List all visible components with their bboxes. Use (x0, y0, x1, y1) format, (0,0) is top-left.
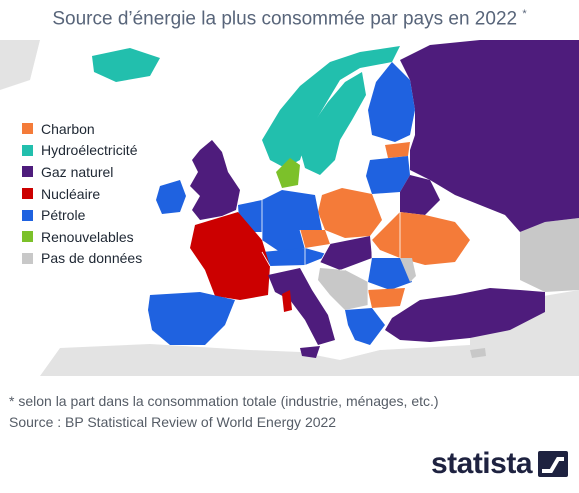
footnote: * selon la part dans la consommation tot… (9, 393, 439, 409)
country-borders (261, 200, 401, 305)
legend-swatch (22, 188, 33, 200)
legend-label: Gaz naturel (41, 163, 114, 180)
region-belarus (400, 175, 440, 215)
region-estonia (385, 142, 410, 158)
statista-logo[interactable]: statista (431, 447, 568, 481)
legend-label: Pas de données (41, 250, 143, 267)
region-uk (190, 140, 240, 220)
region-iceland (92, 48, 160, 82)
region-hungary (320, 236, 372, 270)
region-poland (318, 188, 382, 238)
legend-item-charbon: Charbon (22, 118, 142, 140)
legend-label: Pétrole (41, 207, 86, 224)
legend-item-renouvelables: Renouvelables (22, 226, 142, 248)
region-corsica (282, 290, 292, 312)
region-russia (400, 40, 579, 232)
region-alps (262, 248, 330, 266)
region-bulgaria (368, 288, 405, 308)
region-baltics (366, 156, 410, 194)
legend-item-nucleaire: Nucléaire (22, 183, 142, 205)
legend-label: Hydroélectricité (41, 142, 138, 159)
greenland-edge (0, 40, 40, 90)
brand-name: statista (430, 447, 533, 480)
legend-swatch (22, 144, 33, 156)
legend-item-pas-de-donnees: Pas de données (22, 248, 142, 270)
title-footnote-marker: * (522, 8, 527, 20)
region-moldova (400, 258, 416, 282)
region-sicily (300, 346, 320, 358)
map-legend: Charbon Hydroélectricité Gaz naturel Nuc… (22, 118, 142, 269)
region-france (190, 212, 270, 300)
region-balkans (318, 268, 368, 310)
region-iberia (148, 292, 235, 345)
region-cyprus (470, 348, 486, 358)
legend-item-gaz-naturel: Gaz naturel (22, 161, 142, 183)
legend-label: Renouvelables (41, 228, 134, 245)
title-text: Source d’énergie la plus consommée par p… (52, 8, 518, 30)
footer-notes: * selon la part dans la consommation tot… (9, 391, 439, 433)
source-line: Source : BP Statistical Review of World … (9, 414, 337, 430)
region-italy (268, 268, 335, 345)
region-ireland (156, 180, 186, 214)
caucasus-grey (520, 218, 579, 292)
statista-mark-icon (538, 451, 568, 477)
legend-swatch (22, 231, 33, 243)
region-turkey (385, 288, 545, 342)
region-finland (368, 62, 415, 142)
legend-item-petrole: Pétrole (22, 204, 142, 226)
legend-label: Nucléaire (41, 185, 101, 202)
map-title: Source d’énergie la plus consommée par p… (0, 8, 579, 30)
legend-swatch (22, 252, 33, 264)
legend-item-hydroelectricite: Hydroélectricité (22, 140, 142, 162)
region-romania (368, 258, 412, 290)
region-denmark (276, 158, 300, 188)
region-greece (345, 308, 385, 345)
africa-landmass (40, 340, 579, 376)
legend-swatch (22, 166, 33, 178)
legend-swatch (22, 209, 33, 221)
region-czechia (300, 230, 330, 248)
region-ukraine (372, 212, 470, 265)
region-sweden (300, 72, 366, 175)
legend-swatch (22, 123, 33, 135)
legend-label: Charbon (41, 120, 95, 137)
europe-map (0, 40, 579, 376)
region-norway (262, 46, 400, 168)
